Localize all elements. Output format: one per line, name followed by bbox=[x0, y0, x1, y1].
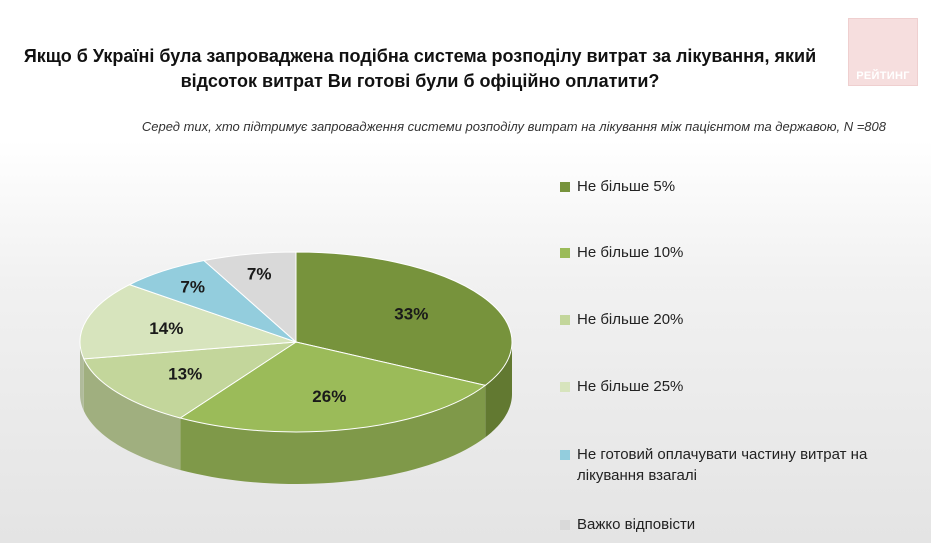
chart-title: Якщо б Україні була запроваджена подібна… bbox=[23, 46, 817, 91]
legend-swatch-3 bbox=[560, 382, 570, 392]
legend-item-2: Не більше 20% bbox=[560, 309, 887, 330]
legend-label-0: Не більше 5% bbox=[577, 178, 676, 195]
pie-side-1 bbox=[180, 385, 486, 484]
legend-swatch-1 bbox=[560, 248, 570, 258]
legend-label-1: Не більше 10% bbox=[577, 244, 684, 261]
pie-labels: 33% 26% 13% 14% 7% 7% bbox=[149, 265, 428, 407]
legend-item-4: Не готовий оплачувати частину витрат на … bbox=[560, 444, 887, 486]
pie-side-0 bbox=[485, 342, 512, 438]
chart-subtitle: Серед тих, хто підтримує запровадження с… bbox=[141, 119, 886, 134]
pie-slice-5 bbox=[202, 251, 297, 344]
pie-side-3 bbox=[80, 342, 84, 411]
legend-swatch-2 bbox=[560, 315, 570, 325]
legend-item-1: Не більше 10% bbox=[560, 242, 887, 263]
legend-label-2: Не більше 20% bbox=[577, 311, 684, 328]
pie-slice-3 bbox=[79, 284, 297, 360]
pie-chart: 33% 26% 13% 14% 7% 7% bbox=[79, 251, 513, 484]
pie-slice-1 bbox=[179, 341, 487, 433]
pie-label-4: 7% bbox=[180, 278, 205, 297]
logo-text: РЕЙТИНГ bbox=[856, 70, 910, 82]
pie-label-0: 33% bbox=[394, 305, 428, 324]
pie-slice-2 bbox=[83, 341, 297, 419]
legend-swatch-0 bbox=[560, 182, 570, 192]
pie-top bbox=[79, 251, 513, 433]
legend-label-4: Не готовий оплачувати частину витрат на … bbox=[577, 446, 868, 484]
legend-item-3: Не більше 25% bbox=[560, 376, 887, 397]
pie-label-1: 26% bbox=[312, 387, 346, 406]
pie-label-2: 13% bbox=[168, 364, 202, 383]
legend-label-5: Важко відповісти bbox=[577, 516, 696, 533]
legend-swatch-5 bbox=[560, 520, 570, 530]
legend-item-0: Не більше 5% bbox=[560, 176, 887, 197]
legend-swatch-4 bbox=[560, 450, 570, 460]
legend-item-5: Важко відповісти bbox=[560, 514, 887, 535]
legend-label-3: Не більше 25% bbox=[577, 378, 684, 395]
pie-slice-0 bbox=[295, 251, 513, 386]
pie-label-5: 7% bbox=[247, 265, 272, 284]
pie-label-3: 14% bbox=[149, 319, 183, 338]
rating-logo: РЕЙТИНГ bbox=[848, 18, 918, 86]
